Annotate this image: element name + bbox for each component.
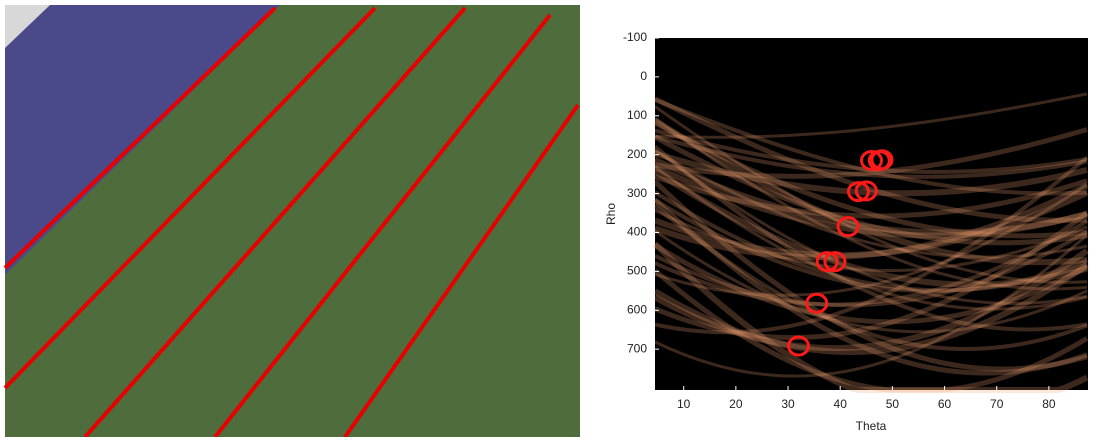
x-tick-label: 60: [938, 397, 952, 411]
x-tick-label: 80: [1042, 397, 1056, 411]
y-axis-label: Rho: [604, 203, 618, 225]
page: Theta Rho 10 20 30 40 50 60 70 80 -100 0 100 200 300…: [0, 0, 1094, 437]
y-tick-label: 200: [627, 147, 647, 161]
y-tick-label: 0: [640, 69, 647, 83]
y-tick-label: 400: [627, 225, 647, 239]
y-tick-label: -100: [623, 30, 647, 44]
x-tick-label: 40: [834, 397, 848, 411]
y-tick-label: 500: [627, 264, 647, 278]
x-axis-label: Theta: [856, 419, 887, 433]
y-tick-label: 300: [627, 186, 647, 200]
hough-plot: [655, 38, 1088, 390]
x-tick-label: 70: [990, 397, 1004, 411]
x-tick-label: 10: [677, 397, 691, 411]
y-tick-label: 600: [627, 302, 647, 316]
photo: [5, 5, 580, 437]
y-tick-label: 700: [627, 341, 647, 355]
y-tick-label: 100: [627, 108, 647, 122]
x-tick-label: 20: [729, 397, 743, 411]
x-tick-label: 50: [886, 397, 900, 411]
x-tick-label: 30: [781, 397, 795, 411]
